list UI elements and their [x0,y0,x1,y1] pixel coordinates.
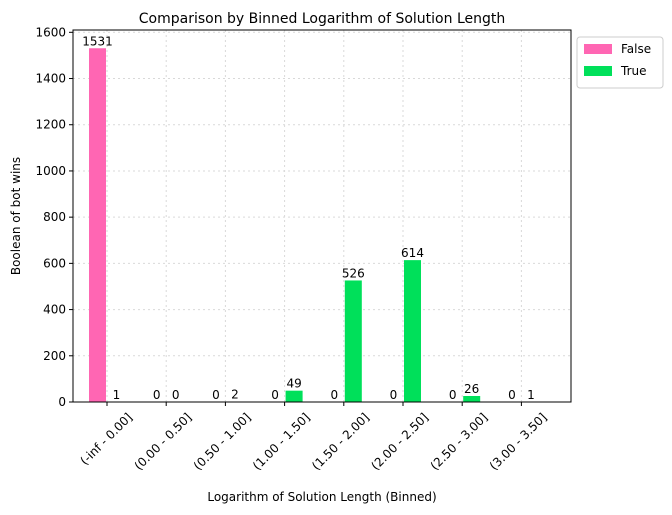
data-label-true: 49 [286,377,301,391]
y-axis-ticks: 0 200 400 600 800 1000 1200 1400 1600 [35,25,73,409]
y-tick-label: 1400 [35,72,66,86]
bar-false [89,48,106,402]
x-tick-label: (1.00 - 1.50] [250,410,313,473]
legend-label-true: True [620,64,647,78]
x-tick-label: (0.50 - 1.00] [191,410,254,473]
bar-true [344,280,362,402]
bar-true [404,260,421,402]
x-tick-label: (1.50 - 2.00] [309,410,372,473]
legend-swatch-true [584,66,612,76]
data-label-true: 526 [342,266,365,280]
y-axis-label: Boolean of bot wins [9,157,23,275]
x-tick-label: (0.00 - 0.50] [132,410,195,473]
legend-swatch-false [584,44,612,54]
y-tick-label: 1200 [35,118,66,132]
plot-frame [72,29,572,403]
legend-label-false: False [621,42,651,56]
data-label-true: 614 [401,246,424,260]
chart-title: Comparison by Binned Logarithm of Soluti… [139,11,505,27]
data-label-false: 0 [330,388,338,402]
data-label-false: 0 [508,388,516,402]
y-tick-label: 800 [43,210,66,224]
bar-true [463,395,481,402]
data-label-false: 0 [449,388,457,402]
x-tick-label: (2.00 - 2.50] [368,410,431,473]
y-tick-label: 1000 [35,164,66,178]
data-label-false: 0 [390,388,398,402]
data-label-true: 1 [527,388,535,402]
data-label-false: 0 [212,388,220,402]
data-label-true: 2 [231,388,239,402]
bars [89,48,540,402]
y-tick-label: 1600 [35,25,66,39]
data-label-false: 0 [153,388,161,402]
data-label-false: 1531 [82,34,113,48]
x-tick-label: (-inf - 0.00] [77,410,135,468]
data-label-true: 26 [464,382,479,396]
data-label-false: 0 [271,388,279,402]
x-tick-label: (2.50 - 3.00] [428,410,491,473]
y-tick-label: 0 [58,395,66,409]
x-tick-label: (3.00 - 3.50] [487,410,550,473]
y-tick-label: 200 [43,349,66,363]
bar-true [285,390,303,402]
y-tick-label: 600 [43,256,66,270]
data-label-true: 0 [172,388,180,402]
y-tick-label: 400 [43,303,66,317]
x-axis-label: Logarithm of Solution Length (Binned) [207,490,436,504]
x-axis-ticks: (-inf - 0.00](0.00 - 0.50](0.50 - 1.00](… [77,402,550,473]
data-label-true: 1 [113,388,121,402]
grid-lines [73,30,571,403]
legend: False True [576,36,664,89]
